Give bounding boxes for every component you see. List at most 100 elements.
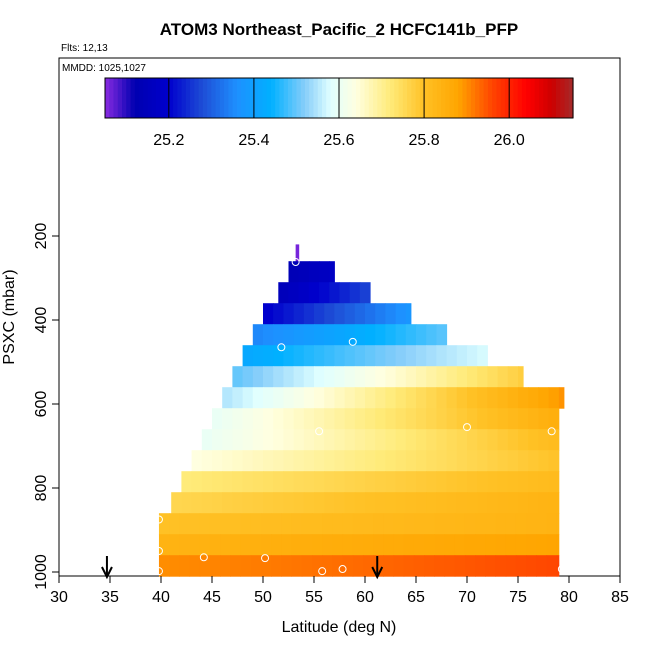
heatmap-cell: [365, 366, 376, 388]
colorbar-segment: [164, 78, 170, 118]
heatmap-cell: [375, 450, 386, 472]
heatmap-cell: [507, 450, 519, 472]
heatmap-cell: [342, 555, 354, 577]
heatmap-cell: [354, 387, 366, 409]
heatmap-cell: [220, 555, 231, 577]
heatmap-cell: [278, 282, 289, 304]
heatmap-cell: [283, 408, 295, 430]
colorbar-segment: [224, 78, 229, 118]
heatmap-cell: [273, 471, 284, 493]
heatmap-cell: [283, 471, 295, 493]
heatmap-cell: [538, 387, 550, 409]
heatmap-cell: [314, 345, 325, 367]
heatmap-cell: [395, 366, 407, 388]
heatmap-cell: [485, 555, 497, 577]
heatmap-cell: [548, 387, 560, 409]
colorbar-segment: [411, 78, 417, 118]
heatmap-cell: [252, 366, 264, 388]
heatmap-cell: [548, 408, 560, 430]
heatmap-cell: [395, 303, 407, 325]
heatmap-cell: [354, 471, 366, 493]
heatmap-cell: [334, 492, 346, 514]
colorbar-segment: [215, 78, 221, 118]
heatmap-cell: [405, 345, 417, 367]
heatmap-cell: [332, 513, 344, 535]
colorbar-segment: [483, 78, 489, 118]
heatmap-cell: [230, 534, 242, 556]
colorbar-segment: [470, 78, 476, 118]
sample-marker: [291, 258, 300, 267]
heatmap-cell: [536, 513, 548, 535]
heatmap-cell: [558, 387, 565, 409]
heatmap-cell: [273, 408, 284, 430]
heatmap-cell: [467, 366, 478, 388]
heatmap-cell: [395, 450, 407, 472]
heatmap-cell: [334, 471, 346, 493]
colorbar-segment: [394, 78, 400, 118]
colorbar-segment: [351, 78, 357, 118]
heatmap-cell: [263, 345, 274, 367]
heatmap-cell: [293, 366, 305, 388]
heatmap-cell: [293, 408, 305, 430]
heatmap-cell: [273, 492, 284, 514]
heatmap-cell: [526, 555, 537, 577]
heatmap-cell: [436, 408, 448, 430]
colorbar-segment: [453, 78, 459, 118]
heatmap-cell: [260, 513, 272, 535]
heatmap-cell: [548, 450, 560, 472]
heatmap-cell: [454, 534, 466, 556]
heatmap-cell: [354, 450, 366, 472]
colorbar-segment: [466, 78, 472, 118]
heatmap-cell: [467, 492, 478, 514]
colorbar-segment: [526, 78, 532, 118]
heatmap-cell: [405, 303, 412, 325]
heatmap-cell: [295, 244, 300, 262]
heatmap-cell: [467, 408, 478, 430]
colorbar-segment: [139, 78, 144, 118]
heatmap-cell: [324, 450, 335, 472]
heatmap-cell: [252, 324, 264, 346]
heatmap-cell: [434, 513, 446, 535]
colorbar-segment: [279, 78, 285, 118]
heatmap-cell: [250, 513, 262, 535]
colorbar-segment: [296, 78, 302, 118]
colorbar-segment: [458, 78, 463, 118]
heatmap-cell: [169, 513, 180, 535]
heatmap-cell: [334, 366, 346, 388]
heatmap-cell: [212, 471, 223, 493]
heatmap-cell: [263, 366, 274, 388]
sample-marker: [318, 567, 327, 576]
latitude-arrows: [101, 556, 384, 580]
heatmap-cell: [273, 387, 284, 409]
colorbar-segment: [105, 78, 110, 118]
colorbar-segment: [377, 78, 383, 118]
heatmap-cell: [314, 408, 325, 430]
sample-marker: [547, 427, 556, 436]
heatmap-cell: [456, 408, 468, 430]
x-tick-label: 75: [509, 589, 527, 606]
heatmap-cell: [497, 429, 509, 451]
heatmap-cell: [395, 471, 407, 493]
x-tick-label: 60: [356, 589, 374, 606]
heatmap-cell: [497, 492, 509, 514]
heatmap-cell: [426, 471, 437, 493]
heatmap-cell: [273, 429, 284, 451]
heatmap-cell: [201, 450, 213, 472]
heatmap-cell: [314, 492, 325, 514]
heatmap-cell: [538, 429, 550, 451]
sample-marker: [277, 343, 286, 352]
heatmap-cell: [283, 345, 295, 367]
colorbar-segment: [287, 78, 293, 118]
heatmap-cell: [252, 471, 264, 493]
heatmap-cell: [365, 345, 376, 367]
heatmap-cell: [485, 513, 497, 535]
heatmap-cell: [487, 492, 499, 514]
heatmap-cell: [538, 471, 550, 493]
colorbar-segment: [373, 78, 378, 118]
heatmap-cell: [485, 534, 497, 556]
heatmap-cell: [416, 429, 427, 451]
heatmap-cell: [334, 387, 346, 409]
heatmap-cell: [475, 534, 486, 556]
heatmap-cell: [375, 429, 386, 451]
heatmap-cell: [201, 471, 213, 493]
